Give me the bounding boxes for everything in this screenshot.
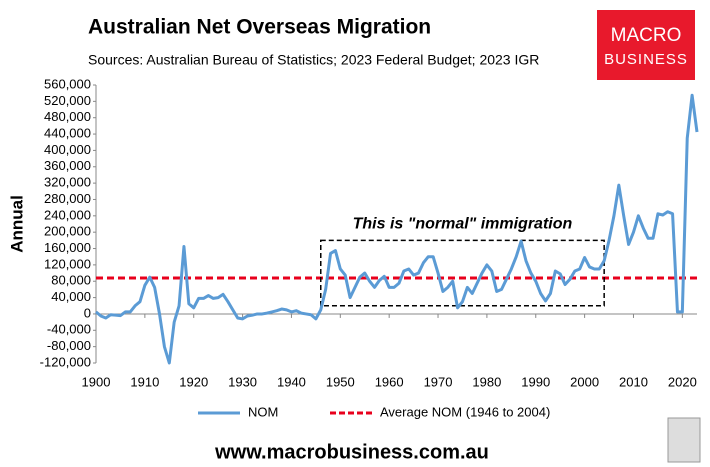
x-tick-label: 1980	[472, 374, 501, 389]
x-tick-label: 1970	[424, 374, 453, 389]
logo-text: MACRO	[611, 25, 682, 46]
legend-label: Average NOM (1946 to 2004)	[380, 404, 550, 419]
annotation-text: This is "normal" immigration	[353, 216, 573, 233]
y-tick-label: 40,000	[51, 289, 91, 304]
y-tick-label: 280,000	[44, 191, 91, 206]
x-tick-label: 1960	[375, 374, 404, 389]
y-tick-label: 320,000	[44, 175, 91, 190]
logo-box	[597, 10, 695, 80]
x-tick-label: 1920	[179, 374, 208, 389]
y-tick-label: 400,000	[44, 142, 91, 157]
x-tick-label: 2020	[668, 374, 697, 389]
x-tick-label: 1950	[326, 374, 355, 389]
y-tick-label: 240,000	[44, 207, 91, 222]
website: www.macrobusiness.com.au	[214, 441, 489, 463]
chart-title: Australian Net Overseas Migration	[88, 16, 431, 39]
y-tick-label: 520,000	[44, 93, 91, 108]
data-line	[95, 93, 699, 365]
y-tick-label: 560,000	[44, 76, 91, 91]
x-tick-label: 1900	[82, 374, 111, 389]
y-tick-label: -120,000	[40, 354, 91, 369]
y-tick-label: -80,000	[47, 338, 91, 353]
y-tick-label: 0	[84, 305, 91, 320]
legend-label: NOM	[248, 404, 278, 419]
x-tick-label: 2010	[619, 374, 648, 389]
y-tick-label: 120,000	[44, 256, 91, 271]
y-tick-label: -40,000	[47, 322, 91, 337]
x-tick-label: 2000	[570, 374, 599, 389]
x-tick-label: 1930	[228, 374, 257, 389]
y-axis-label: Annual	[7, 195, 26, 253]
wolf-icon	[667, 417, 701, 463]
logo-text: BUSINESS	[604, 51, 688, 68]
annotation-box	[320, 239, 605, 307]
chart-subtitle: Sources: Australian Bureau of Statistics…	[88, 52, 539, 68]
y-tick-label: 360,000	[44, 158, 91, 173]
y-tick-label: 200,000	[44, 224, 91, 239]
x-tick-label: 1940	[277, 374, 306, 389]
x-tick-label: 1990	[521, 374, 550, 389]
y-tick-label: 480,000	[44, 109, 91, 124]
x-tick-label: 1910	[130, 374, 159, 389]
y-tick-label: 160,000	[44, 240, 91, 255]
y-tick-label: 440,000	[44, 125, 91, 140]
y-tick-label: 80,000	[51, 273, 91, 288]
